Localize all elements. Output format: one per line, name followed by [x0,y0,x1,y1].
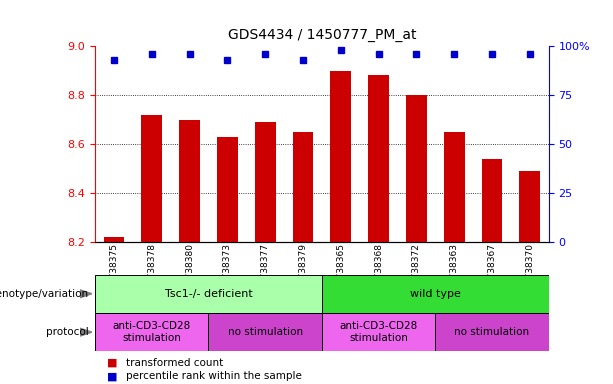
Bar [208,313,322,351]
Polygon shape [80,328,92,336]
Text: anti-CD3-CD28
stimulation: anti-CD3-CD28 stimulation [340,321,417,343]
Text: anti-CD3-CD28
stimulation: anti-CD3-CD28 stimulation [113,321,191,343]
Bar [444,132,465,242]
Bar [368,75,389,242]
Bar [217,137,238,242]
Bar [104,237,124,242]
Text: ■: ■ [107,371,118,381]
Bar [482,159,502,242]
Text: protocol: protocol [46,327,89,337]
Bar [322,275,549,313]
Text: Tsc1-/- deficient: Tsc1-/- deficient [164,289,253,299]
Text: wild type: wild type [410,289,460,299]
Bar [435,313,549,351]
Bar [179,119,200,242]
Bar [292,132,313,242]
Bar [406,95,427,242]
Bar [330,71,351,242]
Text: transformed count: transformed count [126,358,223,368]
Text: genotype/variation: genotype/variation [0,289,89,299]
Bar [95,313,208,351]
Bar [142,114,162,242]
Text: percentile rank within the sample: percentile rank within the sample [126,371,302,381]
Text: no stimulation: no stimulation [227,327,303,337]
Bar [322,313,435,351]
Bar [255,122,275,242]
Polygon shape [80,290,92,298]
Title: GDS4434 / 1450777_PM_at: GDS4434 / 1450777_PM_at [227,28,416,42]
Text: no stimulation: no stimulation [454,327,530,337]
Text: ■: ■ [107,358,118,368]
Bar [95,275,322,313]
Bar [519,171,540,242]
